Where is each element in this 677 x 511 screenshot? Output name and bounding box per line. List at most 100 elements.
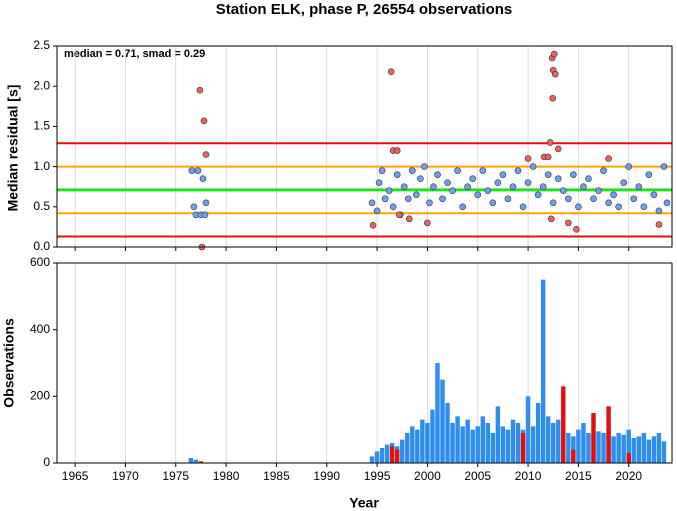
bar bbox=[566, 433, 571, 463]
bar bbox=[495, 406, 501, 463]
bar bbox=[460, 426, 465, 463]
point bbox=[663, 199, 671, 207]
bar bbox=[425, 423, 430, 463]
point bbox=[551, 70, 559, 78]
point bbox=[640, 203, 648, 211]
point bbox=[605, 199, 612, 207]
y-tick-label: 1.0 bbox=[33, 159, 50, 173]
point bbox=[549, 94, 557, 102]
plot-frame bbox=[56, 45, 673, 248]
point bbox=[188, 167, 196, 174]
point bbox=[200, 117, 208, 125]
point bbox=[499, 171, 507, 178]
bar bbox=[450, 423, 455, 463]
bar bbox=[626, 429, 631, 463]
point bbox=[565, 195, 572, 203]
point bbox=[539, 183, 547, 190]
point bbox=[610, 191, 617, 199]
y-tick-label: 400 bbox=[30, 322, 50, 336]
bar bbox=[470, 429, 475, 463]
point bbox=[620, 179, 627, 186]
y-tick-label: 0.5 bbox=[33, 199, 50, 213]
bar bbox=[651, 436, 657, 463]
bar bbox=[530, 426, 536, 463]
point bbox=[655, 207, 663, 215]
point bbox=[417, 175, 424, 182]
point bbox=[590, 195, 597, 203]
point bbox=[514, 167, 522, 174]
point bbox=[389, 203, 397, 211]
bar bbox=[646, 439, 652, 463]
bar bbox=[551, 423, 556, 463]
point bbox=[444, 179, 451, 186]
x-tick-label: 1995 bbox=[364, 469, 391, 483]
bar bbox=[374, 451, 380, 463]
bar bbox=[525, 396, 531, 463]
bar bbox=[591, 413, 596, 463]
point bbox=[424, 219, 431, 227]
y-tick-label: 1.5 bbox=[33, 119, 50, 133]
bar bbox=[631, 438, 636, 463]
bar bbox=[601, 433, 606, 463]
bar bbox=[410, 426, 415, 463]
point bbox=[373, 207, 381, 215]
bar bbox=[596, 431, 601, 463]
point bbox=[615, 203, 622, 211]
point bbox=[600, 167, 607, 174]
point bbox=[426, 199, 433, 207]
point bbox=[202, 151, 210, 158]
point bbox=[645, 171, 653, 178]
bar bbox=[576, 429, 581, 463]
point bbox=[554, 175, 562, 182]
point bbox=[635, 183, 643, 190]
point bbox=[524, 179, 532, 186]
point bbox=[368, 199, 376, 207]
point bbox=[387, 68, 395, 76]
bar bbox=[505, 429, 511, 463]
point bbox=[509, 183, 517, 190]
bar bbox=[415, 429, 420, 463]
point bbox=[484, 187, 492, 195]
x-tick-label: 1970 bbox=[112, 469, 139, 483]
point bbox=[489, 199, 497, 207]
point bbox=[605, 155, 612, 162]
bar bbox=[389, 446, 395, 463]
point bbox=[550, 50, 558, 58]
bar bbox=[188, 458, 194, 463]
point bbox=[580, 183, 587, 190]
x-tick-label: 2005 bbox=[464, 469, 491, 483]
point bbox=[464, 183, 471, 190]
point bbox=[660, 163, 668, 170]
y-tick-label: 2.5 bbox=[33, 38, 50, 52]
annotation: median = 0.71, smad = 0.29 bbox=[64, 48, 205, 60]
bar bbox=[435, 363, 440, 463]
point bbox=[494, 179, 502, 186]
point bbox=[378, 167, 386, 174]
bar bbox=[379, 448, 385, 463]
x-tick-label: 2015 bbox=[565, 469, 592, 483]
x-tick-label: 2010 bbox=[515, 469, 542, 483]
point bbox=[544, 171, 552, 178]
point bbox=[625, 163, 633, 170]
bar bbox=[384, 444, 390, 463]
x-tick-label: 1975 bbox=[162, 469, 189, 483]
point bbox=[196, 86, 204, 94]
bar bbox=[369, 456, 375, 463]
point bbox=[524, 155, 532, 162]
chart-title: Station ELK, phase P, 26554 observations bbox=[216, 1, 513, 18]
bar bbox=[500, 426, 506, 463]
bar bbox=[540, 279, 546, 463]
bar bbox=[535, 403, 541, 463]
point bbox=[469, 175, 477, 182]
bar bbox=[545, 416, 551, 463]
bar bbox=[561, 386, 566, 463]
point bbox=[595, 187, 602, 195]
point bbox=[570, 171, 577, 178]
bar bbox=[420, 419, 425, 463]
point bbox=[474, 191, 482, 199]
bar bbox=[581, 423, 586, 463]
y-tick-label: 0.0 bbox=[33, 239, 50, 253]
bar bbox=[480, 416, 485, 463]
x-axis-label: Year bbox=[349, 495, 379, 511]
